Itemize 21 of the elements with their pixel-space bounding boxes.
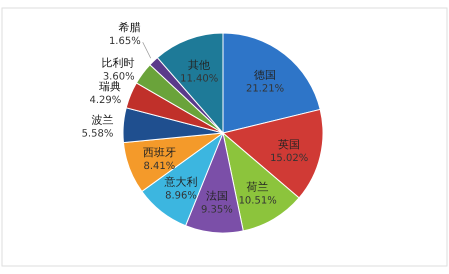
data-label: 8.41%: [143, 160, 176, 172]
data-label: 4.29%: [89, 95, 122, 106]
slice-label: 英国: [278, 138, 300, 151]
data-label: 1.65%: [108, 36, 141, 48]
slice-label: 意大利: [164, 176, 198, 189]
data-label: 8.96%: [165, 190, 197, 202]
slice-label: 西班牙: [142, 146, 176, 159]
slice-label: 波兰: [91, 113, 114, 126]
data-label: 5.58%: [82, 128, 114, 140]
data-label: 21.21%: [246, 84, 284, 95]
data-label: 10.51%: [238, 196, 277, 207]
data-label: 9.35%: [201, 204, 233, 216]
slice-label: 荷兰: [246, 180, 269, 194]
slice-label: 法国: [206, 190, 228, 203]
data-label: 15.02%: [270, 152, 308, 164]
slice-label: 其他: [188, 58, 210, 72]
slice-label: 德国: [254, 68, 276, 82]
slice-label: 希腊: [118, 21, 141, 34]
slice-label: 比利时: [102, 56, 135, 70]
slice-label: 瑞典: [99, 80, 122, 94]
data-label: 11.40%: [180, 73, 218, 84]
